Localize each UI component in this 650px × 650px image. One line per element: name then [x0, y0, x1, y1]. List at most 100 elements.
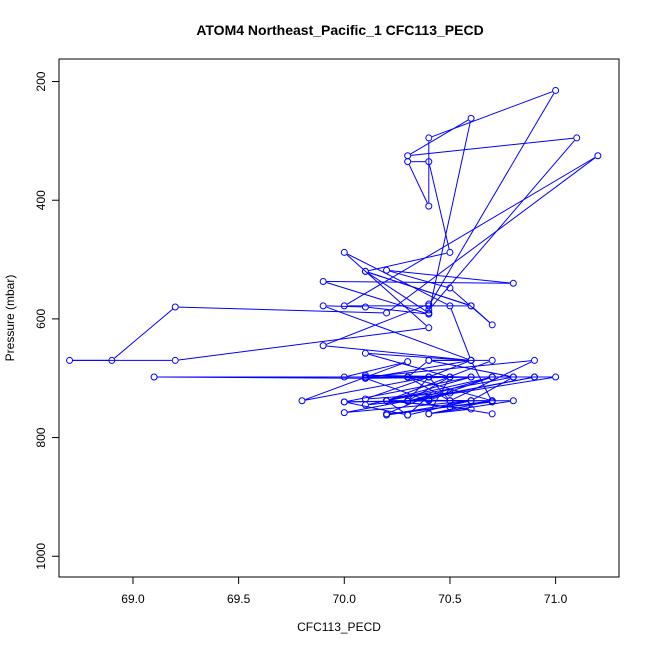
data-point — [446, 389, 454, 397]
data-point — [552, 86, 560, 94]
series-segment — [429, 121, 471, 310]
data-point — [488, 321, 496, 329]
data-point — [488, 356, 496, 364]
data-point — [361, 374, 369, 382]
data-point — [383, 397, 391, 405]
data-point — [425, 158, 433, 166]
x-tick-label: 70.0 — [333, 592, 357, 606]
series-segment — [432, 360, 511, 377]
chart-title: ATOM4 Northeast_Pacific_1 CFC113_PECD — [196, 22, 483, 38]
data-point — [340, 248, 348, 256]
data-point — [573, 134, 581, 142]
series-segment — [389, 270, 510, 284]
series-segment — [347, 402, 405, 415]
data-point — [446, 284, 454, 292]
series-segment — [368, 252, 447, 272]
series-segment — [346, 254, 427, 326]
series-segment — [389, 157, 596, 312]
series-segment — [410, 377, 489, 401]
data-point — [467, 397, 475, 405]
y-tick-label: 200 — [34, 71, 48, 91]
series-segment — [326, 306, 468, 360]
series-segment — [178, 327, 426, 361]
series-segment — [389, 396, 426, 413]
x-tick-label: 69.5 — [227, 592, 251, 606]
data-point — [404, 358, 412, 366]
x-tick-label: 70.5 — [438, 592, 462, 606]
series-segment — [368, 378, 426, 401]
data-point — [425, 373, 433, 381]
data-point — [530, 373, 538, 381]
data-point — [594, 152, 602, 160]
data-point — [467, 114, 475, 122]
series-segment — [368, 353, 447, 377]
data-point — [467, 302, 475, 310]
series-segment — [114, 308, 173, 359]
series-segment — [411, 137, 574, 156]
series-segment — [389, 377, 489, 401]
data-point — [383, 410, 391, 418]
y-tick-label: 1000 — [34, 543, 48, 570]
data-point — [66, 356, 74, 364]
series-segment — [389, 270, 447, 288]
data-point — [340, 409, 348, 417]
y-tick-label: 600 — [34, 309, 48, 329]
data-point — [425, 310, 433, 318]
data-point — [298, 397, 306, 405]
y-axis: 200 400 600 800 1000 — [34, 71, 59, 570]
data-point — [383, 266, 391, 274]
series-segment — [389, 361, 490, 400]
series-segment — [450, 308, 471, 358]
data-point — [509, 279, 517, 287]
data-point — [509, 397, 517, 405]
data-point — [319, 302, 327, 310]
series-segment — [347, 400, 405, 403]
data-point — [404, 411, 412, 419]
data-point — [446, 373, 454, 381]
series-segment — [430, 93, 555, 304]
data-point — [361, 401, 369, 409]
series-segment — [430, 379, 449, 412]
data-point — [467, 405, 475, 413]
data-point — [404, 373, 412, 381]
series-segment — [326, 282, 426, 314]
series-segment — [347, 361, 405, 377]
series-segment — [368, 353, 468, 361]
series-segment — [305, 377, 426, 401]
data-point — [340, 302, 348, 310]
data-point — [404, 152, 412, 160]
series-segment — [432, 400, 489, 414]
data-point — [319, 278, 327, 286]
series-segment — [452, 289, 490, 323]
series-segment — [431, 91, 553, 138]
series-segment — [410, 119, 469, 155]
data-point — [467, 356, 475, 364]
data-point — [488, 373, 496, 381]
data-point — [361, 267, 369, 275]
data-point — [425, 397, 433, 405]
data-point — [404, 397, 412, 405]
data-point — [488, 397, 496, 405]
data-point — [171, 356, 179, 364]
data-point — [425, 202, 433, 210]
data-point — [425, 302, 433, 310]
data-point — [340, 373, 348, 381]
series-segment — [305, 362, 405, 401]
data-point — [340, 398, 348, 406]
series-segment — [429, 164, 450, 250]
x-axis-label: CFC113_PECD — [297, 620, 381, 634]
series-segment — [410, 362, 427, 376]
data-point — [404, 158, 412, 166]
plot-frame — [58, 58, 620, 578]
y-tick-label: 800 — [34, 427, 48, 447]
data-point — [361, 303, 369, 311]
data-point — [361, 371, 369, 379]
series-segment — [368, 306, 426, 315]
data-point — [552, 373, 560, 381]
series-segment — [368, 272, 468, 306]
series-segment — [432, 400, 510, 414]
data-point — [446, 302, 454, 310]
data-point — [425, 306, 433, 314]
series-segment — [408, 164, 428, 204]
